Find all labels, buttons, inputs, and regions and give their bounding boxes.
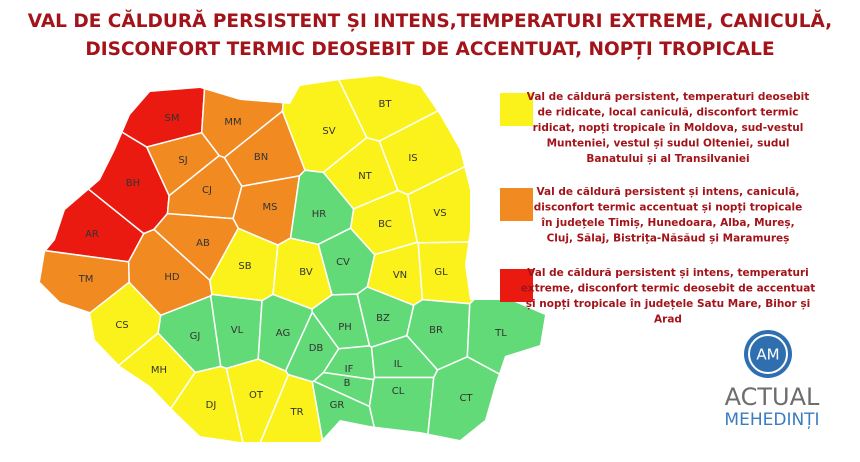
legend-text: și nopți tropicale în județele Satu Mare… <box>526 298 810 310</box>
county-label: GJ <box>190 331 201 342</box>
county-label: BN <box>254 152 268 163</box>
legend-swatch <box>500 93 533 126</box>
county-label: GL <box>434 267 448 278</box>
legend-text: Arad <box>654 314 682 326</box>
county-label: BT <box>379 99 393 110</box>
county-label: TR <box>289 407 303 418</box>
county-label: PH <box>338 322 352 333</box>
county-label: BR <box>429 325 443 336</box>
legend-swatch <box>500 188 533 221</box>
county <box>157 294 222 374</box>
legend-text: Val de căldură persistent și intens, tem… <box>527 267 809 279</box>
county-label: BC <box>378 219 392 230</box>
legend-text: în județele Timiș, Hunedoara, Alba, Mure… <box>540 217 794 229</box>
legend-text: Banatului și al Transilvaniei <box>586 153 749 165</box>
county-label: BV <box>299 267 313 278</box>
county-label: CL <box>392 386 405 397</box>
county <box>40 76 208 148</box>
county-label: SJ <box>178 155 187 166</box>
legend-text: disconfort termic accentuat și nopți tro… <box>534 202 803 214</box>
legend-text: extreme, disconfort termic deosebit de a… <box>521 283 816 295</box>
county-label: CV <box>336 257 350 268</box>
county-label: GR <box>330 400 345 411</box>
county-label: MH <box>151 365 167 376</box>
map <box>40 76 545 442</box>
county-label: SM <box>165 113 180 124</box>
title: DISCONFORT TERMIC DEOSEBIT DE ACCENTUAT,… <box>85 39 774 60</box>
county-label: TL <box>494 328 507 339</box>
logo-badge-text: AM <box>756 346 779 364</box>
county-label: DJ <box>206 400 217 411</box>
county-label: VN <box>393 270 407 281</box>
county-label: CS <box>115 320 128 331</box>
county-label: OT <box>249 390 264 401</box>
county-label: HR <box>312 209 327 220</box>
county-label: MS <box>263 202 278 213</box>
county-label: SB <box>238 261 251 272</box>
legend-text: Cluj, Sălaj, Bistrița-Năsăud și Maramure… <box>547 233 790 245</box>
county-label: CJ <box>202 185 212 196</box>
legend-text: Val de căldură persistent și intens, can… <box>536 186 799 198</box>
county-label: IF <box>345 364 354 375</box>
county-label: SV <box>322 126 335 137</box>
county-label: AB <box>196 238 210 249</box>
county-label: AG <box>276 328 290 339</box>
logo-badge <box>744 330 792 378</box>
legend-swatch <box>500 269 533 302</box>
county-label: DB <box>309 343 324 354</box>
county-label: VS <box>433 208 446 219</box>
county-label: IL <box>394 359 403 370</box>
county-label: TM <box>78 274 94 285</box>
county-label: BH <box>126 178 140 189</box>
county-label: MM <box>224 117 241 128</box>
county-label: CT <box>459 393 473 404</box>
county-label: NT <box>358 171 372 182</box>
logo-name: ACTUAL <box>725 383 820 411</box>
logo-place: MEHEDINȚI <box>724 410 819 430</box>
county-label: VL <box>231 325 244 336</box>
county-label: HD <box>164 272 180 283</box>
title: VAL DE CĂLDURĂ PERSISTENT ȘI INTENS,TEMP… <box>28 10 832 32</box>
county-label: B <box>344 378 351 389</box>
county-label: AR <box>85 229 99 240</box>
legend-text: ridicat, nopți tropicale în Moldova, sud… <box>533 122 804 134</box>
county-label: IS <box>408 153 417 164</box>
logo-ring <box>748 334 788 374</box>
legend-text: Val de căldură persistent, temperaturi d… <box>527 91 809 103</box>
legend-text: Munteniei, vestul și sudul Olteniei, sud… <box>547 138 790 150</box>
legend-text: de ridicate, local caniculă, disconfort … <box>537 107 798 119</box>
county-label: BZ <box>376 313 390 324</box>
